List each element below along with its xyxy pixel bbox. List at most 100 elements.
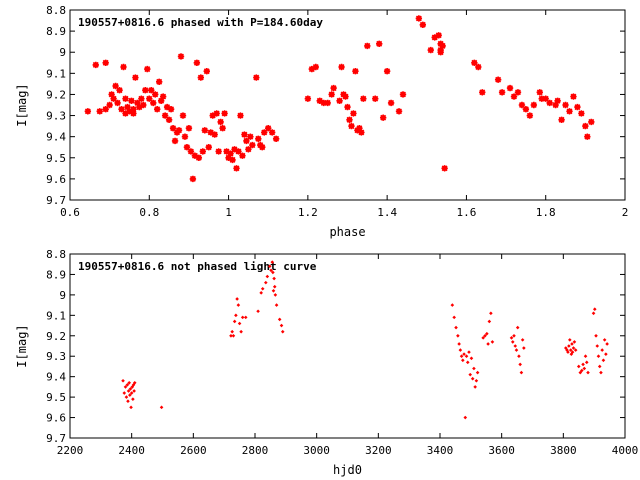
phased-x-axis-ticks: 0.6 0.8 1 1.2 1.4 1.6 1.8 2 xyxy=(60,10,628,219)
data-point xyxy=(199,148,207,155)
data-point xyxy=(562,101,569,109)
data-point xyxy=(263,280,268,285)
data-point xyxy=(461,358,465,363)
data-point xyxy=(372,95,379,102)
data-point xyxy=(268,129,276,136)
x-tick-label: 1.4 xyxy=(377,206,397,219)
phased-chart-title: 190557+0816.6 phased with P=184.60day xyxy=(78,16,323,29)
data-point xyxy=(312,63,319,71)
data-point xyxy=(514,348,519,352)
data-point xyxy=(122,95,129,102)
data-point xyxy=(600,348,604,352)
phased-data-points xyxy=(84,15,595,183)
data-point xyxy=(114,99,121,107)
data-point xyxy=(602,338,607,342)
data-point xyxy=(128,97,135,104)
data-point xyxy=(132,389,136,393)
data-point xyxy=(123,385,128,389)
data-point xyxy=(594,333,598,338)
x-tick-label: 2 xyxy=(622,206,629,219)
data-point xyxy=(243,315,248,320)
x-tick-label: 0.8 xyxy=(139,206,159,219)
x-tick-label: 1.6 xyxy=(456,206,476,219)
data-point xyxy=(419,21,427,28)
data-point xyxy=(129,391,134,395)
data-point xyxy=(485,331,489,336)
data-point xyxy=(177,53,185,60)
data-point xyxy=(205,144,212,151)
data-point xyxy=(116,87,123,94)
data-point xyxy=(435,32,442,39)
data-point xyxy=(245,146,252,153)
data-point xyxy=(399,91,407,98)
data-point xyxy=(122,391,127,395)
data-point xyxy=(179,112,187,119)
data-point xyxy=(518,362,522,367)
data-point xyxy=(169,125,177,132)
data-point xyxy=(566,350,570,354)
data-point xyxy=(330,84,337,92)
data-point xyxy=(536,89,543,96)
data-point xyxy=(219,125,226,132)
data-point xyxy=(530,101,538,109)
data-point xyxy=(473,385,477,389)
data-point xyxy=(538,95,545,102)
data-point xyxy=(150,99,157,107)
data-point xyxy=(470,376,475,381)
data-point xyxy=(486,342,490,346)
y-tick-label: 8.9 xyxy=(46,25,66,38)
data-point xyxy=(260,286,265,291)
data-point xyxy=(348,122,355,130)
y-tick-label: 9.1 xyxy=(46,67,66,80)
y-tick-label: 8.9 xyxy=(46,268,66,281)
data-point xyxy=(217,118,224,126)
data-point xyxy=(415,15,423,22)
data-point xyxy=(566,108,573,115)
y-tick-label: 9.4 xyxy=(46,131,66,144)
data-point xyxy=(231,333,236,338)
data-point xyxy=(236,303,241,307)
data-point xyxy=(526,112,534,119)
unphased-x-axis-ticks: 2200 2400 2600 2800 3000 3200 3400 3600 3800 4000 xyxy=(57,254,638,457)
data-point xyxy=(279,323,284,328)
data-point xyxy=(265,274,270,279)
data-point xyxy=(604,352,608,356)
data-point xyxy=(234,313,238,318)
data-point xyxy=(106,101,113,109)
x-tick-label: 3200 xyxy=(365,444,392,457)
data-point xyxy=(487,319,492,324)
phased-x-axis-label: phase xyxy=(329,225,365,239)
data-point xyxy=(512,333,516,338)
data-point xyxy=(582,122,589,130)
y-tick-label: 9.7 xyxy=(46,194,66,207)
data-point xyxy=(576,364,581,369)
y-tick-label: 9.2 xyxy=(46,88,66,101)
data-point xyxy=(195,154,203,161)
x-tick-label: 2200 xyxy=(57,444,84,457)
x-tick-label: 3400 xyxy=(427,444,454,457)
y-tick-label: 9.6 xyxy=(46,412,66,425)
data-point xyxy=(571,346,576,350)
data-point xyxy=(118,106,125,113)
data-point xyxy=(456,333,460,338)
data-point xyxy=(379,114,387,121)
data-point xyxy=(514,89,522,96)
data-point xyxy=(148,87,155,94)
data-point xyxy=(110,95,117,102)
data-point xyxy=(129,405,133,410)
data-point xyxy=(441,165,448,172)
x-tick-label: 2400 xyxy=(118,444,145,457)
data-point xyxy=(570,93,577,100)
x-tick-label: 1.8 xyxy=(536,206,556,219)
data-point xyxy=(328,91,335,98)
data-point xyxy=(346,116,353,123)
data-point xyxy=(588,118,595,126)
data-point xyxy=(229,333,233,338)
data-point xyxy=(270,260,275,264)
data-point xyxy=(437,49,444,56)
data-point xyxy=(462,352,466,356)
data-point xyxy=(475,63,482,71)
data-point xyxy=(124,395,129,399)
data-point xyxy=(255,135,262,142)
